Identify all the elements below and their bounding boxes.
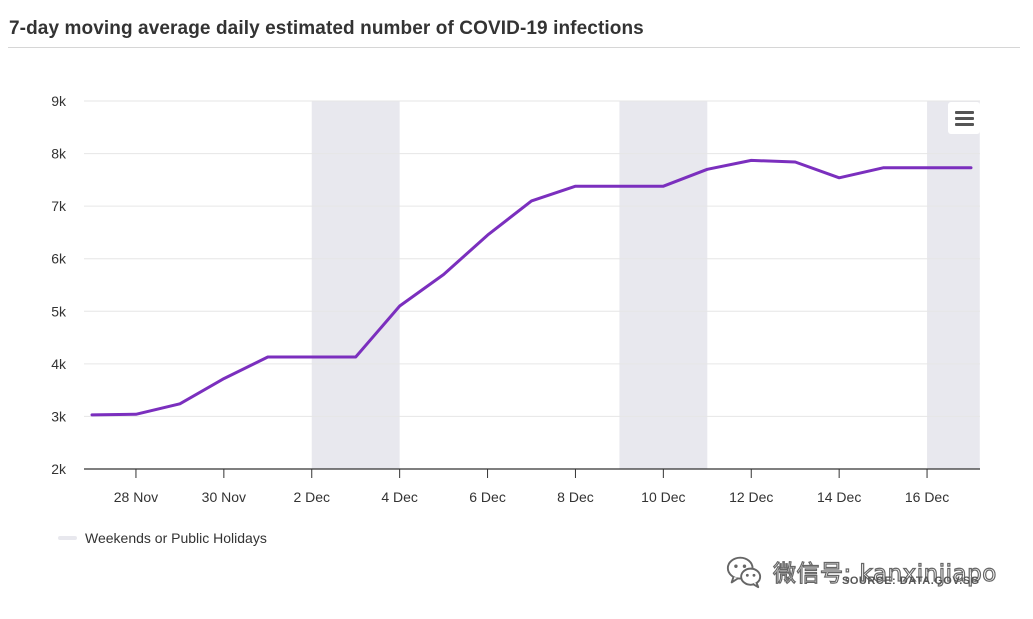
legend[interactable]: Weekends or Public Holidays xyxy=(58,530,267,546)
y-tick-label: 9k xyxy=(51,93,67,109)
legend-label: Weekends or Public Holidays xyxy=(85,530,267,546)
holiday-band-1 xyxy=(311,101,400,469)
x-tick-label: 8 Dec xyxy=(557,489,594,505)
series-line-1[interactable] xyxy=(90,158,973,417)
x-tick-label: 14 Dec xyxy=(817,489,861,505)
data-point[interactable] xyxy=(968,165,974,171)
y-tick-label: 4k xyxy=(51,356,67,372)
y-tick-label: 7k xyxy=(51,198,67,214)
holiday-band-2 xyxy=(619,101,708,469)
y-tick-label: 5k xyxy=(51,303,67,319)
y-tick-label: 6k xyxy=(51,251,67,267)
x-tick-label: 28 Nov xyxy=(114,489,158,505)
data-point[interactable] xyxy=(529,198,535,204)
x-tick-label: 30 Nov xyxy=(202,489,246,505)
hamburger-menu-icon[interactable] xyxy=(948,102,980,134)
source-credit: SOURCE: DATA.GOV.SG xyxy=(842,575,980,587)
title-divider xyxy=(8,47,1020,48)
legend-swatch xyxy=(58,536,77,540)
data-point[interactable] xyxy=(397,303,403,309)
y-tick-label: 3k xyxy=(51,408,67,424)
data-point[interactable] xyxy=(177,401,183,407)
x-tick-label: 10 Dec xyxy=(641,489,685,505)
holiday-band-3 xyxy=(927,101,980,469)
y-tick-label: 8k xyxy=(51,146,67,162)
x-tick-label: 2 Dec xyxy=(293,489,330,505)
x-tick-label: 16 Dec xyxy=(905,489,949,505)
data-point[interactable] xyxy=(265,354,271,360)
data-point[interactable] xyxy=(880,165,886,171)
data-point[interactable] xyxy=(485,232,491,238)
y-tick-label: 2k xyxy=(51,461,67,477)
data-point[interactable] xyxy=(660,183,666,189)
data-point[interactable] xyxy=(924,165,930,171)
data-point[interactable] xyxy=(792,159,798,165)
data-point[interactable] xyxy=(309,354,315,360)
x-tick-label: 12 Dec xyxy=(729,489,773,505)
x-tick-label: 4 Dec xyxy=(381,489,418,505)
watermark-text: 微信号: kanxinjiapo xyxy=(772,560,997,587)
x-tick-label: 6 Dec xyxy=(469,489,506,505)
data-point[interactable] xyxy=(748,157,754,163)
data-point[interactable] xyxy=(616,183,622,189)
data-point[interactable] xyxy=(572,183,578,189)
wechat-icon xyxy=(726,556,762,589)
data-point[interactable] xyxy=(441,271,447,277)
data-point[interactable] xyxy=(133,411,139,417)
data-point[interactable] xyxy=(836,175,842,181)
chart-title: 7-day moving average daily estimated num… xyxy=(9,18,644,39)
data-point[interactable] xyxy=(704,166,710,172)
watermark: 微信号: kanxinjiapo xyxy=(725,552,997,590)
data-point[interactable] xyxy=(353,354,359,360)
data-point[interactable] xyxy=(89,412,95,418)
data-point[interactable] xyxy=(221,376,227,382)
